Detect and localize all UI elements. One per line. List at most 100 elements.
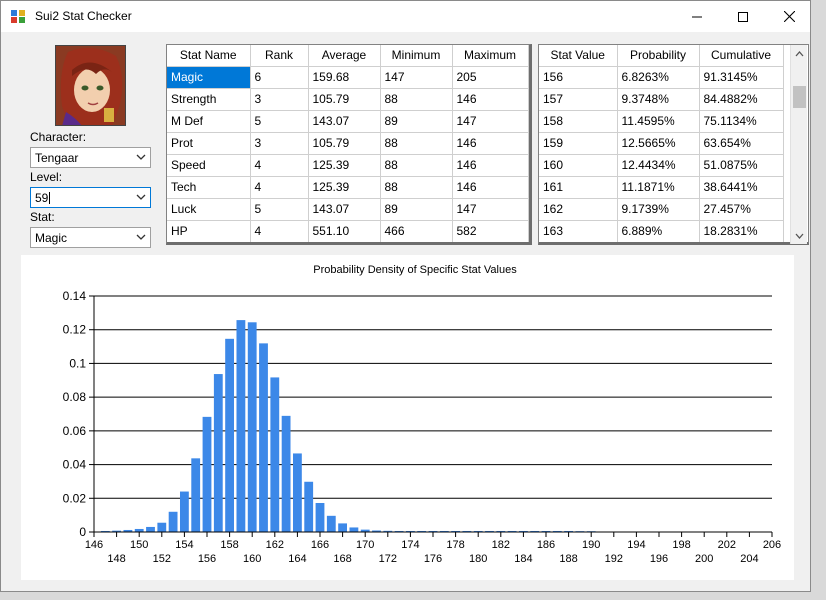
probability-cell[interactable]: 12.4434% xyxy=(617,154,700,177)
stats-cell[interactable]: 147 xyxy=(380,66,453,89)
probability-cell[interactable]: 6.889% xyxy=(617,220,700,242)
stats-cell[interactable]: 4 xyxy=(250,220,309,242)
probability-cell[interactable]: 63.654% xyxy=(699,132,784,155)
probability-cell[interactable]: 84.4882% xyxy=(699,88,784,111)
probability-cell[interactable]: 11.4595% xyxy=(617,110,700,133)
stats-row[interactable]: Speed 4 125.39 88 146 xyxy=(167,154,529,177)
probability-grid[interactable]: Stat Value Probability Cumulative 156 6.826… xyxy=(538,44,809,245)
probability-row[interactable]: 158 11.4595% 75.1134% xyxy=(539,110,784,133)
probability-cell[interactable]: 159 xyxy=(539,132,618,155)
stats-row[interactable]: Prot 3 105.79 88 146 xyxy=(167,132,529,155)
scroll-up-button[interactable] xyxy=(791,45,808,62)
probability-cell[interactable]: 156 xyxy=(539,66,618,89)
probability-cell[interactable]: 157 xyxy=(539,88,618,111)
stats-cell[interactable]: Strength xyxy=(167,88,251,111)
probability-cell[interactable]: 9.3748% xyxy=(617,88,700,111)
stats-column-header[interactable]: Rank xyxy=(250,45,309,67)
probability-cell[interactable]: 38.6441% xyxy=(699,176,784,199)
stats-cell[interactable]: 466 xyxy=(380,220,453,242)
stats-cell[interactable]: 89 xyxy=(380,198,453,221)
probability-row[interactable]: 161 11.1871% 38.6441% xyxy=(539,176,784,199)
stats-cell[interactable]: 205 xyxy=(452,66,529,89)
probability-cell[interactable]: 158 xyxy=(539,110,618,133)
stats-column-header[interactable]: Minimum xyxy=(380,45,453,67)
character-select[interactable]: Tengaar xyxy=(30,147,151,168)
stats-cell[interactable]: Tech xyxy=(167,176,251,199)
probability-cell[interactable]: 6.8263% xyxy=(617,66,700,89)
stats-cell[interactable]: 146 xyxy=(452,88,529,111)
probability-cell[interactable]: 162 xyxy=(539,198,618,221)
probability-row[interactable]: 157 9.3748% 84.4882% xyxy=(539,88,784,111)
close-button[interactable] xyxy=(766,1,812,32)
stats-cell[interactable]: 3 xyxy=(250,88,309,111)
stats-cell[interactable]: 143.07 xyxy=(308,198,381,221)
stats-cell[interactable]: 159.68 xyxy=(308,66,381,89)
probability-cell[interactable]: 12.5665% xyxy=(617,132,700,155)
stats-cell[interactable]: 88 xyxy=(380,154,453,177)
stats-cell[interactable]: 105.79 xyxy=(308,88,381,111)
stats-cell[interactable]: Prot xyxy=(167,132,251,155)
stats-cell[interactable]: 146 xyxy=(452,154,529,177)
stats-row[interactable]: Magic 6 159.68 147 205 xyxy=(167,66,529,89)
probability-row[interactable]: 159 12.5665% 63.654% xyxy=(539,132,784,155)
stats-column-header[interactable]: Average xyxy=(308,45,381,67)
probability-cell[interactable]: 51.0875% xyxy=(699,154,784,177)
title-bar[interactable]: Sui2 Stat Checker xyxy=(1,1,810,32)
stats-row[interactable]: Tech 4 125.39 88 146 xyxy=(167,176,529,199)
stats-column-header[interactable]: Maximum xyxy=(452,45,529,67)
scroll-down-button[interactable] xyxy=(791,227,808,244)
stats-row[interactable]: HP 4 551.10 466 582 xyxy=(167,220,529,242)
probability-column-header[interactable]: Probability xyxy=(617,45,700,67)
stats-cell[interactable]: 4 xyxy=(250,176,309,199)
minimize-button[interactable] xyxy=(674,1,720,32)
stats-cell[interactable]: Speed xyxy=(167,154,251,177)
probability-cell[interactable]: 11.1871% xyxy=(617,176,700,199)
stats-cell[interactable]: Luck xyxy=(167,198,251,221)
stats-cell[interactable]: M Def xyxy=(167,110,251,133)
probability-cell[interactable]: 9.1739% xyxy=(617,198,700,221)
stats-cell[interactable]: 147 xyxy=(452,198,529,221)
level-select[interactable]: 59 xyxy=(30,187,151,208)
maximize-button[interactable] xyxy=(720,1,766,32)
stats-cell[interactable]: HP xyxy=(167,220,251,242)
stats-cell[interactable]: 147 xyxy=(452,110,529,133)
stats-cell[interactable]: 105.79 xyxy=(308,132,381,155)
stats-cell[interactable]: 125.39 xyxy=(308,154,381,177)
probability-scrollbar[interactable] xyxy=(790,45,807,244)
probability-cell[interactable]: 75.1134% xyxy=(699,110,784,133)
stats-cell[interactable]: 89 xyxy=(380,110,453,133)
stats-cell[interactable]: 88 xyxy=(380,88,453,111)
stats-column-header[interactable]: Stat Name xyxy=(167,45,251,67)
stats-cell[interactable]: 146 xyxy=(452,176,529,199)
stats-cell[interactable]: 88 xyxy=(380,132,453,155)
stats-cell[interactable]: 4 xyxy=(250,154,309,177)
probability-row[interactable]: 163 6.889% 18.2831% xyxy=(539,220,784,242)
probability-column-header[interactable]: Stat Value xyxy=(539,45,618,67)
stats-cell[interactable]: 6 xyxy=(250,66,309,89)
stats-cell[interactable]: 551.10 xyxy=(308,220,381,242)
stats-row[interactable]: Strength 3 105.79 88 146 xyxy=(167,88,529,111)
probability-row[interactable]: 156 6.8263% 91.3145% xyxy=(539,66,784,89)
stats-cell[interactable]: 5 xyxy=(250,198,309,221)
stats-cell[interactable]: Magic xyxy=(167,66,251,89)
probability-row[interactable]: 162 9.1739% 27.457% xyxy=(539,198,784,221)
probability-cell[interactable]: 161 xyxy=(539,176,618,199)
stat-select[interactable]: Magic xyxy=(30,227,151,248)
probability-cell[interactable]: 163 xyxy=(539,220,618,242)
stats-grid[interactable]: Stat Name Rank Average Minimum Maximum Magic… xyxy=(166,44,532,245)
stats-cell[interactable]: 143.07 xyxy=(308,110,381,133)
probability-cell[interactable]: 160 xyxy=(539,154,618,177)
stats-cell[interactable]: 5 xyxy=(250,110,309,133)
stats-row[interactable]: M Def 5 143.07 89 147 xyxy=(167,110,529,133)
probability-row[interactable]: 160 12.4434% 51.0875% xyxy=(539,154,784,177)
probability-cell[interactable]: 91.3145% xyxy=(699,66,784,89)
stats-cell[interactable]: 3 xyxy=(250,132,309,155)
stats-cell[interactable]: 125.39 xyxy=(308,176,381,199)
probability-column-header[interactable]: Cumulative xyxy=(699,45,784,67)
stats-cell[interactable]: 582 xyxy=(452,220,529,242)
probability-cell[interactable]: 18.2831% xyxy=(699,220,784,242)
probability-cell[interactable]: 27.457% xyxy=(699,198,784,221)
stats-cell[interactable]: 88 xyxy=(380,176,453,199)
stats-row[interactable]: Luck 5 143.07 89 147 xyxy=(167,198,529,221)
scroll-thumb[interactable] xyxy=(793,86,806,108)
